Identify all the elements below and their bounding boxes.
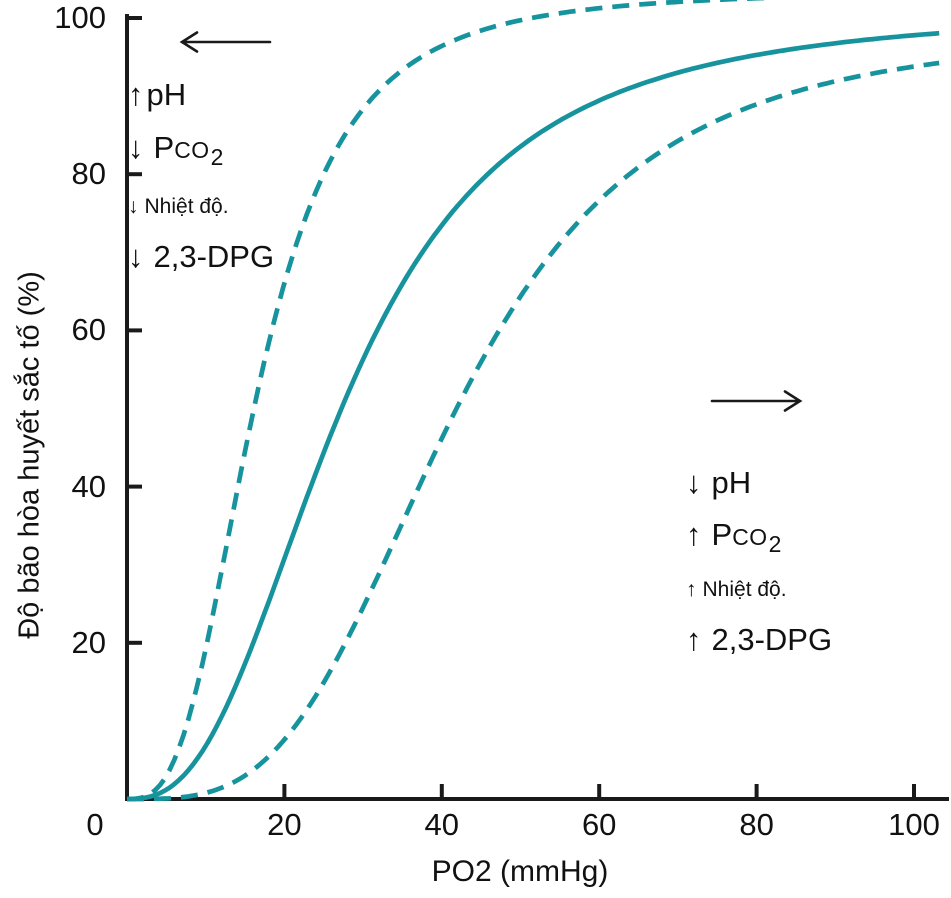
right-shifted-curve-path xyxy=(127,60,940,802)
left-shift-arrow xyxy=(179,31,272,53)
annotation-text: pH xyxy=(711,465,752,500)
annotation-text: Pco2 xyxy=(711,517,782,558)
annotation-text: 2,3-DPG xyxy=(153,239,275,274)
left-shifted-curve-path xyxy=(127,0,776,802)
x-tick-label: 40 xyxy=(424,807,460,842)
x-tick-label: 80 xyxy=(739,807,774,842)
down-arrow-glyph: ↓ xyxy=(128,239,144,274)
x-axis-title: PO2 (mmHg) xyxy=(431,855,609,888)
x-tick-label: 20 xyxy=(267,807,302,842)
annotation-text: Pco2 xyxy=(153,130,224,171)
y-tick-label: 100 xyxy=(54,0,106,35)
down-arrow-glyph: ↓ xyxy=(128,130,144,165)
y-tick-label: 80 xyxy=(71,156,106,192)
y-tick-label: 60 xyxy=(71,312,106,348)
y-tick-label: 40 xyxy=(71,468,106,504)
annotation-line-right-0: ↓ pH xyxy=(686,463,751,503)
annotation-line-left-2: ↓ Nhiệt độ. xyxy=(128,193,229,221)
annotation-line-right-1: ↑ Pco2 xyxy=(686,515,781,557)
down-arrow-glyph: ↓ xyxy=(128,195,139,218)
annotation-line-left-0: ↑pH xyxy=(128,75,186,115)
annotation-text: pH xyxy=(146,77,187,112)
x-tick-label: 60 xyxy=(581,807,617,842)
annotation-text: Nhiệt độ. xyxy=(702,578,787,601)
up-arrow-glyph: ↑ xyxy=(686,517,702,552)
y-tick-label: 20 xyxy=(71,624,106,660)
annotation-line-left-3: ↓ 2,3-DPG xyxy=(128,237,274,277)
annotation-line-right-3: ↑ 2,3-DPG xyxy=(686,620,832,660)
up-arrow-glyph: ↑ xyxy=(128,77,144,112)
annotation-line-right-2: ↑ Nhiệt độ. xyxy=(686,576,787,604)
annotation-text: Nhiệt độ. xyxy=(144,195,229,218)
normal-curve-path xyxy=(127,30,940,802)
up-arrow-glyph: ↑ xyxy=(686,578,697,601)
annotation-text: 2,3-DPG xyxy=(711,622,833,657)
origin-tick-label: 0 xyxy=(86,807,104,842)
up-arrow-glyph: ↑ xyxy=(686,622,702,657)
right-shift-arrow xyxy=(710,390,803,412)
x-tick-label: 100 xyxy=(888,807,940,842)
down-arrow-glyph: ↓ xyxy=(686,465,702,500)
annotation-line-left-1: ↓ Pco2 xyxy=(128,128,223,170)
